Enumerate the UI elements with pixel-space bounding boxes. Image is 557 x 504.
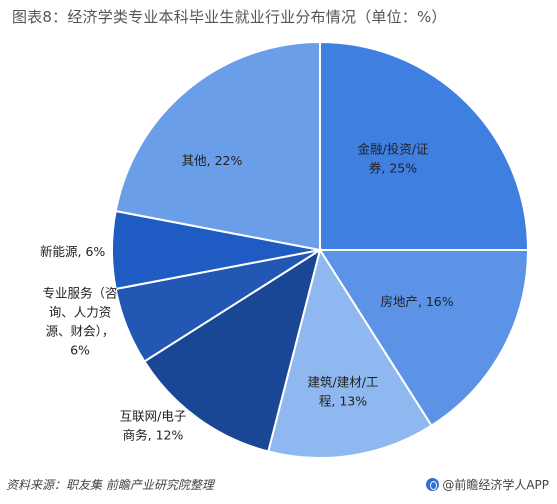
slice-label: 新能源, 6% xyxy=(40,244,105,259)
brand-logo-icon xyxy=(426,478,440,491)
pie-slice xyxy=(319,40,530,251)
slice-label: 专业服务（咨询、人力资源、财会）， 6% xyxy=(42,286,117,358)
pie-slices xyxy=(111,40,530,459)
slice-label: 互联网/电子商务, 12% xyxy=(120,409,187,443)
slice-label: 建筑/建材/工程, 13% xyxy=(308,375,379,409)
chart-title: 图表8：经济学类专业本科毕业生就业行业分布情况（单位：%） xyxy=(12,8,447,26)
pie-slice xyxy=(114,40,321,252)
slice-label: 金融/投资/证券, 25% xyxy=(358,142,429,176)
slice-label: 其他, 22% xyxy=(182,153,243,168)
pie-slice xyxy=(142,247,322,453)
pie-slice xyxy=(318,249,530,428)
slice-label: 房地产, 16% xyxy=(380,294,453,309)
pie-labels: 金融/投资/证券, 25% 房地产, 16% 建筑/建材/工程, 13% 互联网/电子… xyxy=(40,142,454,443)
brand-text: @前瞻经济学人APP xyxy=(442,478,549,492)
brand-credit: @前瞻经济学人APP xyxy=(426,476,549,493)
source-note: 资料来源：职友集 前瞻产业研究院整理 xyxy=(6,478,214,492)
pie-slice xyxy=(267,247,433,459)
